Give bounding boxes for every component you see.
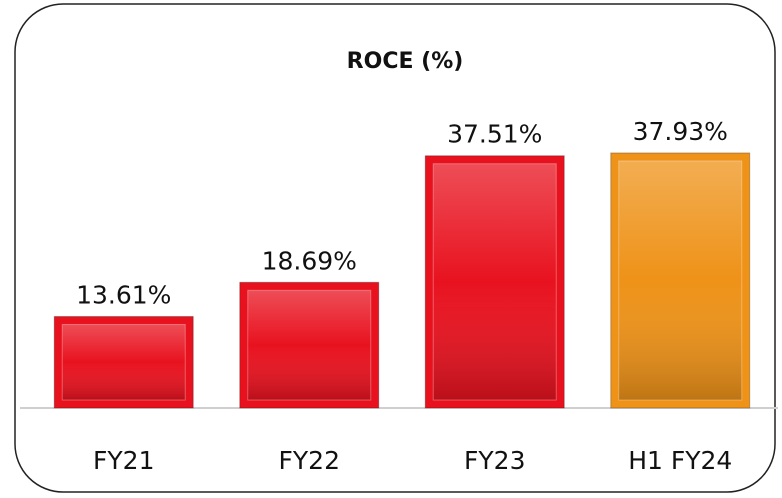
- chart-title: ROCE (%): [347, 49, 464, 74]
- value-label: 18.69%: [262, 246, 357, 275]
- value-label: 37.93%: [633, 117, 728, 146]
- x-tick-label: FY23: [464, 446, 525, 475]
- value-label: 37.51%: [447, 120, 542, 149]
- x-tick-label: FY21: [93, 446, 154, 475]
- bar-bevel: [432, 163, 557, 401]
- value-label: 13.61%: [76, 280, 171, 309]
- x-tick-label: H1 FY24: [628, 446, 732, 475]
- chart-frame: [14, 3, 776, 493]
- x-tick-label: FY22: [279, 446, 340, 475]
- bar-bevel: [61, 323, 186, 401]
- bar-bevel: [618, 160, 743, 401]
- bar-bevel: [247, 289, 372, 401]
